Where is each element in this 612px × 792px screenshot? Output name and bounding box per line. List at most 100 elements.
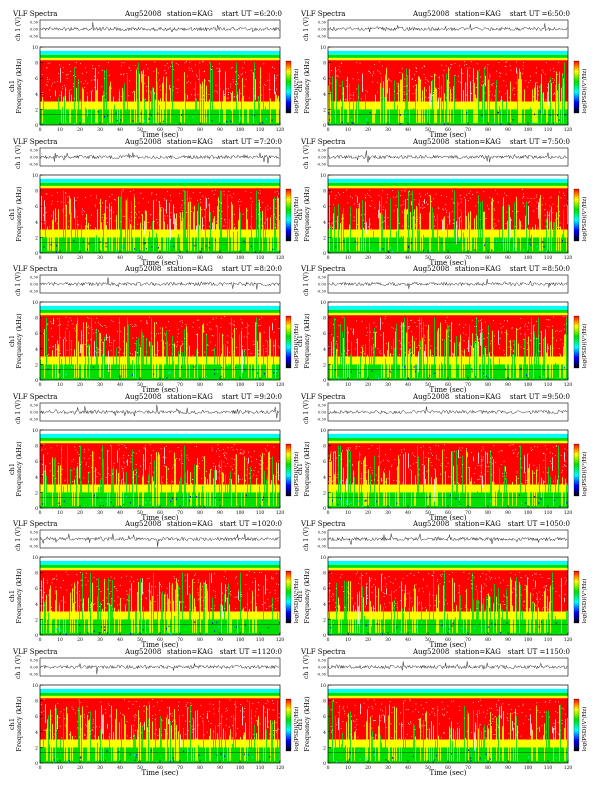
- freq-tick-label: 2: [35, 617, 38, 623]
- colorbar: [286, 571, 291, 623]
- trace-tick-label: 0.00: [30, 666, 39, 670]
- panel-date: Aug52008: [412, 393, 449, 401]
- time-tick-label: 10: [57, 382, 63, 388]
- time-tick-label: 30: [97, 637, 103, 643]
- time-tick-label: 40: [405, 255, 411, 261]
- time-tick-label: 10: [345, 765, 351, 771]
- freq-tick-label: 0: [323, 506, 326, 512]
- panel-station: station=KAG: [167, 138, 213, 146]
- time-tick-label: 80: [197, 255, 203, 261]
- colorbar: [286, 61, 291, 113]
- freq-tick-label: 6: [323, 459, 326, 465]
- panel-title: VLF Spectra: [300, 265, 345, 273]
- panel-start-ut: start UT =9:20:0: [222, 393, 282, 401]
- trace-axis-label: ch 1 (V): [15, 527, 22, 551]
- freq-tick-label: 4: [323, 92, 326, 98]
- freq-tick-label: 4: [35, 347, 38, 353]
- panel-start-ut: start UT =7:20:0: [222, 138, 282, 146]
- panel-date: Aug52008: [412, 648, 449, 656]
- freq-tick-label: 10: [320, 428, 326, 434]
- time-tick-label: 120: [276, 382, 285, 388]
- time-tick-label: 100: [524, 255, 533, 261]
- time-axis-label: Time (sec): [141, 514, 178, 522]
- freq-tick-label: 8: [35, 61, 38, 67]
- time-tick-label: 120: [564, 127, 573, 133]
- panel-station: station=KAG: [167, 10, 213, 18]
- trace-line: [327, 279, 568, 289]
- freq-tick-label: 2: [35, 107, 38, 113]
- time-tick-label: 100: [524, 765, 533, 771]
- trace-tick-label: -0.30: [317, 35, 327, 39]
- time-tick-label: 10: [57, 255, 63, 261]
- time-tick-label: 90: [505, 510, 511, 516]
- time-tick-label: 30: [385, 765, 391, 771]
- trace-tick-label: -0.30: [29, 673, 39, 677]
- trace-tick-label: -0.30: [317, 418, 327, 422]
- spectrogram-panel: VLF Spectra Aug52008 station=KAG start UT =…: [296, 10, 588, 139]
- freq-axis-label: Frequency (kHz): [303, 441, 311, 497]
- time-tick-label: 120: [564, 255, 573, 261]
- freq-tick-label: 6: [35, 586, 38, 592]
- time-tick-label: 20: [365, 255, 371, 261]
- time-tick-label: 120: [564, 637, 573, 643]
- colorbar-label: log(PSD)(V²/Hz): [581, 579, 588, 624]
- time-tick-label: 40: [405, 510, 411, 516]
- trace-tick-label: -0.30: [29, 35, 39, 39]
- spectrogram-panel: VLF Spectra Aug52008 station=KAG start UT =…: [8, 10, 300, 139]
- time-tick-label: 30: [97, 765, 103, 771]
- spectrogram-image: [40, 430, 280, 508]
- freq-axis-label: Frequency (kHz): [303, 58, 311, 114]
- time-tick-label: 10: [345, 510, 351, 516]
- freq-tick-label: 6: [35, 76, 38, 82]
- time-axis-label: Time (sec): [429, 769, 466, 777]
- trace-tick-label: 0.00: [30, 538, 39, 542]
- panel-station: station=KAG: [167, 520, 213, 528]
- colorbar: [574, 444, 579, 496]
- time-tick-label: 60: [445, 127, 451, 133]
- channel-tag: ch1: [8, 590, 16, 602]
- trace-axis-label: ch 1 (V): [303, 17, 310, 41]
- time-tick-label: 50: [425, 765, 431, 771]
- colorbar-label: log(PSD)(V²/Hz): [581, 197, 588, 242]
- trace-axis-label: ch 1 (V): [303, 145, 310, 169]
- colorbar-label: log(PSD)(V²/Hz): [581, 69, 588, 114]
- time-tick-label: 110: [544, 637, 553, 643]
- time-tick-label: 60: [157, 382, 163, 388]
- trace-tick-label: 0.00: [30, 283, 39, 287]
- trace-line: [39, 533, 280, 547]
- freq-tick-label: 8: [35, 316, 38, 322]
- time-tick-label: 0: [327, 127, 330, 133]
- freq-tick-label: 10: [32, 555, 38, 561]
- spectrogram-image: [40, 175, 280, 253]
- time-tick-label: 90: [217, 255, 223, 261]
- time-tick-label: 20: [365, 127, 371, 133]
- time-tick-label: 80: [485, 637, 491, 643]
- trace-tick-label: -0.30: [317, 545, 327, 549]
- freq-tick-label: 0: [35, 506, 38, 512]
- time-tick-label: 90: [505, 255, 511, 261]
- freq-axis-label: Frequency (kHz): [15, 568, 23, 624]
- freq-tick-label: 8: [35, 699, 38, 705]
- trace-line: [327, 406, 568, 415]
- spectrogram-panel: VLF Spectra Aug52008 station=KAG start UT =…: [8, 138, 300, 267]
- time-tick-label: 40: [405, 637, 411, 643]
- time-tick-label: 60: [445, 637, 451, 643]
- time-tick-label: 90: [217, 382, 223, 388]
- spectrogram-image: [40, 557, 280, 635]
- time-tick-label: 50: [137, 510, 143, 516]
- time-tick-label: 20: [365, 765, 371, 771]
- time-tick-label: 70: [465, 765, 471, 771]
- panel-title: VLF Spectra: [300, 648, 345, 656]
- time-axis-label: Time (sec): [141, 386, 178, 394]
- colorbar-label: log(PSD)(V²/Hz): [293, 579, 300, 624]
- time-tick-label: 110: [256, 510, 265, 516]
- freq-axis-label: Frequency (kHz): [15, 313, 23, 369]
- time-tick-label: 110: [544, 127, 553, 133]
- time-tick-label: 70: [465, 255, 471, 261]
- time-tick-label: 0: [39, 127, 42, 133]
- time-tick-label: 120: [276, 765, 285, 771]
- freq-tick-label: 0: [323, 633, 326, 639]
- time-tick-label: 90: [505, 127, 511, 133]
- trace-line: [39, 22, 280, 33]
- time-tick-label: 110: [256, 255, 265, 261]
